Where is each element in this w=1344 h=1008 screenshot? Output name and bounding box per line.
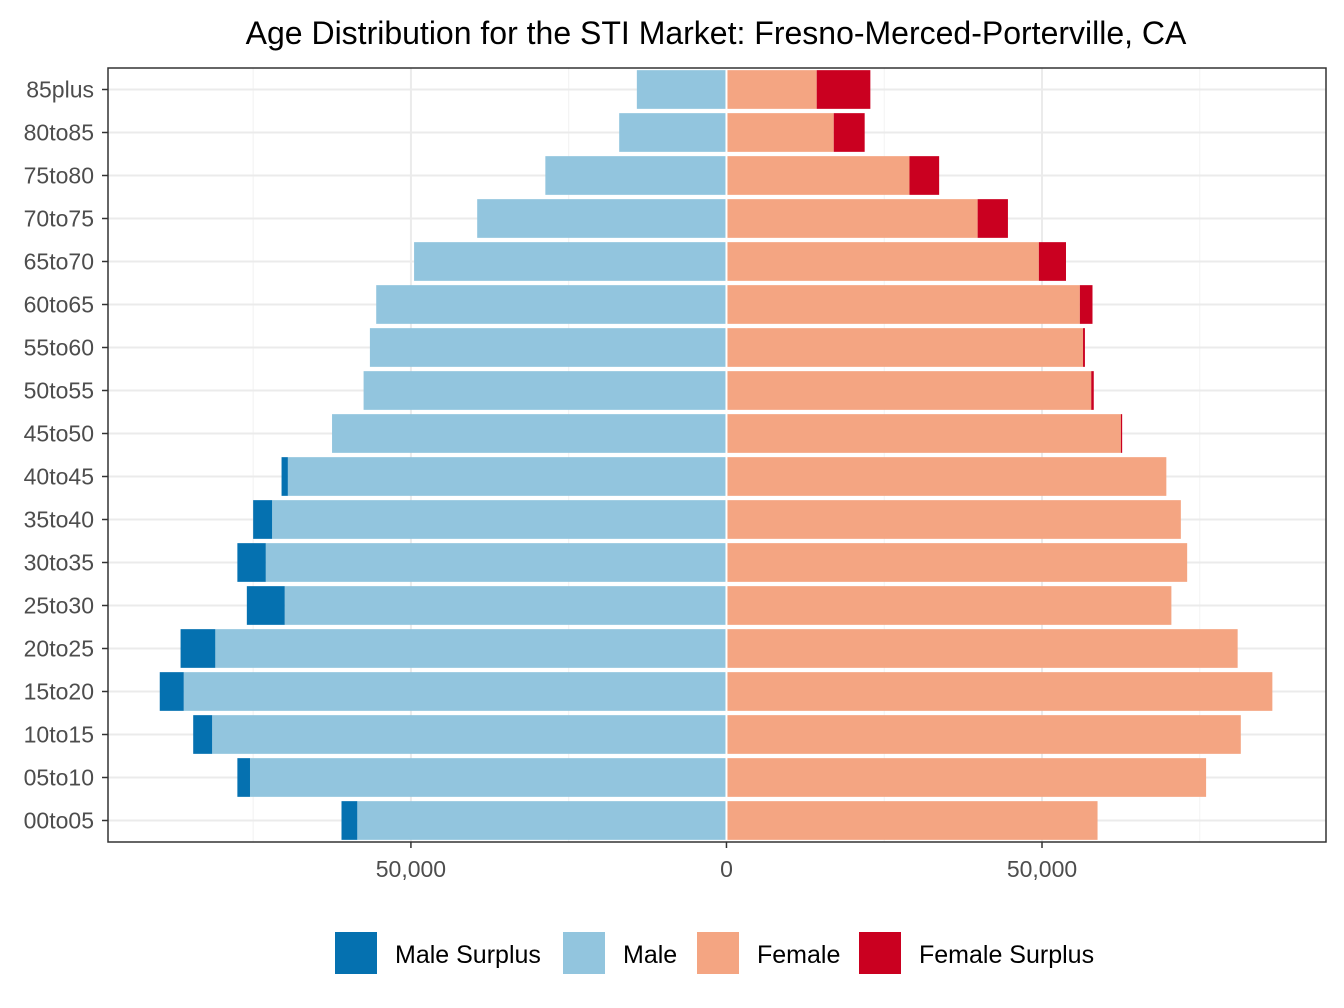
bar-male-15to20: [183, 672, 727, 711]
bar-female-10to15: [726, 715, 1241, 754]
bar-male-75to80: [545, 156, 727, 195]
bar-female-50to55: [726, 371, 1092, 410]
bar-female-25to30: [726, 586, 1172, 625]
x-axis: 50,000 0 50,000: [376, 842, 1077, 882]
y-tick-label: 05to10: [24, 765, 94, 791]
bar-female-15to20: [726, 672, 1273, 711]
y-tick-label: 25to30: [24, 593, 94, 619]
chart-title: Age Distribution for the STI Market: Fre…: [246, 15, 1187, 51]
x-tick-label: 0: [720, 856, 733, 882]
legend-key-male: [563, 932, 605, 974]
bar-female-30to35: [726, 543, 1188, 582]
bar-male-25to30: [284, 586, 727, 625]
y-tick-label: 70to75: [24, 206, 94, 232]
bar-female-surplus-50to55: [1091, 371, 1094, 410]
bar-male-surplus-25to30: [246, 586, 285, 625]
bar-female-35to40: [726, 500, 1181, 539]
bar-male-surplus-40to45: [281, 457, 288, 496]
bar-male-05to10: [249, 758, 727, 797]
bar-female-85plus: [726, 70, 817, 109]
bar-female-surplus-45to50: [1120, 414, 1123, 453]
y-tick-label: 35to40: [24, 507, 94, 533]
bar-female-70to75: [726, 199, 978, 238]
y-tick-label: 20to25: [24, 636, 94, 662]
y-axis: 00to05 05to10 10to15 15to20 20to25 25to30 30to…: [24, 77, 108, 834]
y-tick-label: 40to45: [24, 464, 94, 490]
bar-female-surplus-70to75: [977, 199, 1008, 238]
bar-male-20to25: [215, 629, 727, 668]
bar-male-surplus-35to40: [253, 500, 273, 539]
legend-label-male-surplus: Male Surplus: [395, 941, 541, 969]
bar-female-75to80: [726, 156, 910, 195]
bar-male-80to85: [619, 113, 727, 152]
y-tick-label: 75to80: [24, 163, 94, 189]
y-tick-label: 15to20: [24, 679, 94, 705]
legend: Male Surplus Male Female Female Surplus: [335, 932, 1094, 974]
bar-male-45to50: [332, 414, 727, 453]
bar-female-20to25: [726, 629, 1238, 668]
x-tick-label: 50,000: [376, 856, 446, 882]
bar-female-surplus-65to70: [1038, 242, 1066, 281]
bar-male-35to40: [272, 500, 727, 539]
bar-male-surplus-00to05: [341, 801, 358, 840]
bar-male-00to05: [357, 801, 727, 840]
bar-male-70to75: [477, 199, 727, 238]
bar-female-surplus-55to60: [1083, 328, 1085, 367]
bar-male-30to35: [265, 543, 727, 582]
grid-minor: [252, 68, 1201, 842]
bar-male-10to15: [212, 715, 727, 754]
y-tick-label: 80to85: [24, 120, 94, 146]
bar-female-surplus-75to80: [909, 156, 940, 195]
y-tick-label: 55to60: [24, 335, 94, 361]
bar-female-80to85: [726, 113, 834, 152]
bar-female-surplus-80to85: [833, 113, 865, 152]
y-tick-label: 00to05: [24, 808, 94, 834]
legend-label-female-surplus: Female Surplus: [919, 941, 1094, 969]
plot-border: [107, 67, 1327, 843]
bar-female-60to65: [726, 285, 1080, 324]
bar-male-55to60: [369, 328, 727, 367]
bar-female-surplus-60to65: [1079, 285, 1093, 324]
bar-female-45to50: [726, 414, 1121, 453]
legend-label-female: Female: [757, 941, 840, 969]
bar-male-50to55: [363, 371, 727, 410]
bar-female-05to10: [726, 758, 1207, 797]
bar-female-55to60: [726, 328, 1084, 367]
bar-male-85plus: [636, 70, 727, 109]
bar-male-surplus-05to10: [237, 758, 250, 797]
bar-male-40to45: [287, 457, 727, 496]
bar-female-00to05: [726, 801, 1098, 840]
bar-male-surplus-10to15: [193, 715, 213, 754]
plot-background: [108, 68, 1326, 842]
y-tick-label: 60to65: [24, 292, 94, 318]
legend-label-male: Male: [623, 941, 677, 969]
y-tick-label: 85plus: [26, 77, 94, 103]
y-tick-label: 30to35: [24, 550, 94, 576]
y-tick-label: 50to55: [24, 378, 94, 404]
bar-female-surplus-85plus: [816, 70, 871, 109]
y-tick-label: 10to15: [24, 722, 94, 748]
bar-female-65to70: [726, 242, 1039, 281]
bar-male-surplus-15to20: [159, 672, 184, 711]
bars: [159, 68, 1273, 842]
x-tick-label: 50,000: [1007, 856, 1077, 882]
bar-male-surplus-30to35: [237, 543, 266, 582]
y-tick-label: 65to70: [24, 249, 94, 275]
bar-female-40to45: [726, 457, 1167, 496]
y-tick-label: 45to50: [24, 421, 94, 447]
bar-male-65to70: [414, 242, 727, 281]
legend-key-male-surplus: [335, 932, 377, 974]
legend-key-female: [697, 932, 739, 974]
bar-male-surplus-20to25: [180, 629, 216, 668]
bar-male-60to65: [376, 285, 727, 324]
legend-key-female-surplus: [859, 932, 901, 974]
